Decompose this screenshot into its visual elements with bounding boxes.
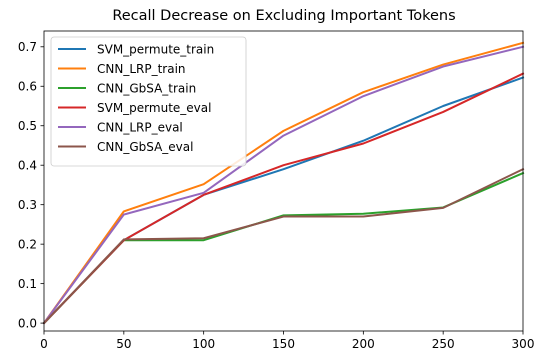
x-tick-label: 50 — [116, 337, 131, 351]
legend-label: SVM_permute_eval — [97, 101, 211, 115]
x-tick-label: 300 — [512, 337, 535, 351]
legend-label: CNN_GbSA_eval — [97, 140, 193, 154]
series-line-cnn-lrp-train — [42, 41, 525, 325]
axes: 0 50 100 150 200 250 300 0.0 0.1 0.2 0.3 0.4 0.5 0.6 0… — [18, 30, 535, 351]
y-tick-label: 0.2 — [18, 237, 37, 251]
legend-label: CNN_GbSA_train — [97, 81, 196, 95]
y-tick-label: 0.6 — [18, 80, 37, 94]
legend-box — [50, 36, 247, 167]
legend: SVM_permute_train CNN_LRP_train CNN_GbSA_t… — [50, 36, 247, 167]
series-line-cnn-gbsa-eval — [42, 167, 525, 325]
legend-label: SVM_permute_train — [97, 42, 214, 56]
y-tick-label: 0.3 — [18, 198, 37, 212]
y-tick-label: 0.0 — [18, 316, 37, 330]
y-tick-label: 0.1 — [18, 277, 37, 291]
series-line-cnn-lrp-eval — [42, 45, 525, 325]
legend-label: CNN_LRP_train — [97, 62, 186, 76]
y-tick-label: 0.4 — [18, 159, 37, 173]
chart-title: Recall Decrease on Excluding Important T… — [112, 8, 455, 24]
legend-label: CNN_LRP_eval — [97, 120, 183, 134]
x-tick-label: 100 — [192, 337, 215, 351]
x-tick-label: 250 — [432, 337, 455, 351]
y-tick-label: 0.7 — [18, 40, 37, 54]
x-tick-label: 150 — [272, 337, 295, 351]
x-tick-label: 0 — [40, 337, 48, 351]
plot-area — [42, 41, 525, 325]
x-tick-label: 200 — [352, 337, 375, 351]
y-tick-label: 0.5 — [18, 119, 37, 133]
